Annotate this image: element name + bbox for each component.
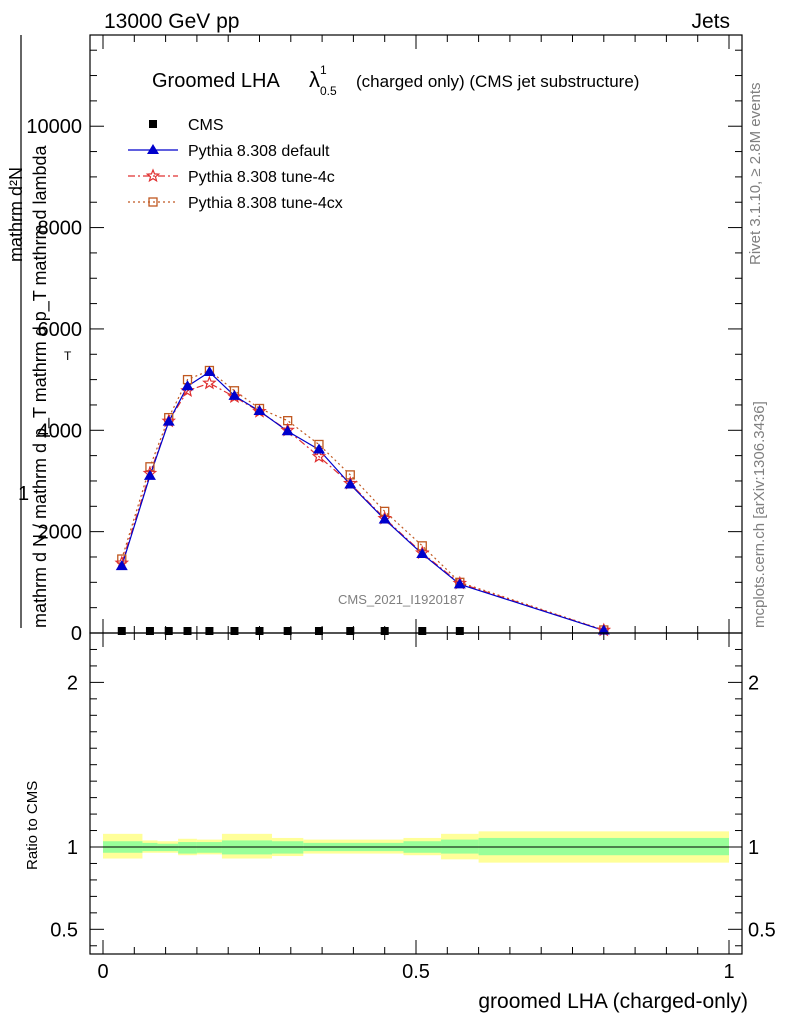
- ratio-plot: 0.5 0.5 1 1 2 2 0 0.5 1 Ratio to CMS groomed LHA…: [24, 632, 776, 1013]
- x-axis-label: groomed LHA (charged-only): [478, 990, 748, 1013]
- data-point-series-0: [455, 627, 464, 635]
- data-point-series-0: [380, 627, 389, 635]
- data-point-series-0: [164, 627, 173, 635]
- y-label-subscript: T: [64, 349, 72, 363]
- data-point-series-1: [203, 366, 216, 377]
- data-point-series-1: [253, 405, 266, 416]
- ratio-y-tick-label-right: 1: [748, 837, 759, 859]
- main-axes: 0 2000 4000 6000 8000 10000: [26, 35, 742, 645]
- ratio-y-tick-label: 1: [67, 837, 78, 859]
- x-tick-label: 1: [723, 961, 734, 983]
- y-tick-label: 8000: [38, 218, 83, 240]
- ratio-axes: 0.5 0.5 1 1 2 2 0 0.5 1: [50, 633, 776, 983]
- data-point-series-1: [162, 415, 175, 426]
- y-label-denominator: mathrm d N / mathrm d p_T mathrm d p_T m…: [30, 145, 51, 628]
- header-category-label: Jets: [691, 10, 730, 33]
- legend-label: Pythia 8.308 tune-4cx: [188, 195, 343, 212]
- data-point-series-0: [283, 627, 292, 635]
- data-point-series-0: [418, 627, 427, 635]
- main-y-axis-label: 1 mathrm d N / mathrm d p_T mathrm d p_T…: [6, 35, 72, 628]
- y-tick-label: 2000: [38, 522, 83, 544]
- legend-marker: [149, 120, 157, 128]
- data-point-series-1: [378, 513, 391, 524]
- main-plot: 0 2000 4000 6000 8000 10000 Groomed LHA λ 1 0…: [6, 34, 743, 645]
- data-point-series-0: [230, 627, 239, 635]
- plot-title: Groomed LHA λ 1 0.5 (charged only) (CMS …: [152, 63, 639, 98]
- data-point-series-2: [311, 448, 327, 463]
- x-tick-label: 0.5: [402, 961, 430, 983]
- y-tick-label: 0: [71, 623, 82, 645]
- data-point-series-0: [205, 627, 214, 635]
- analysis-watermark: CMS_2021_I1920187: [338, 592, 465, 607]
- y-tick-label: 10000: [26, 116, 82, 138]
- y-label-extra: mathrm d²N: [6, 167, 26, 262]
- legend-marker: [145, 168, 161, 183]
- data-point-series-1: [312, 443, 325, 454]
- title-lambda: λ: [309, 67, 320, 92]
- data-point-series-0: [117, 627, 126, 635]
- y-label-numerator: 1: [18, 483, 29, 505]
- ratio-plot-frame: [89, 632, 743, 955]
- data-point-series-1: [453, 578, 466, 589]
- ratio-y-tick-label-right: 0.5: [748, 919, 776, 941]
- data-point-series-0: [346, 627, 355, 635]
- ratio-y-tick-label: 2: [67, 672, 78, 694]
- data-point-series-1: [344, 478, 357, 489]
- legend: CMS Pythia 8.308 default Pythia 8.308 tune…: [128, 117, 343, 212]
- data-point-series-1: [597, 624, 610, 635]
- main-data-layer: [114, 365, 612, 637]
- ratio-y-tick-label: 0.5: [50, 919, 78, 941]
- ratio-y-tick-label-right: 2: [748, 672, 759, 694]
- legend-label: CMS: [188, 117, 224, 134]
- legend-marker: [148, 197, 158, 207]
- data-point-series-2: [202, 375, 217, 390]
- data-point-series-1: [228, 389, 241, 400]
- data-point-series-0: [255, 627, 264, 635]
- legend-marker: [147, 144, 159, 154]
- title-rest: (charged only) (CMS jet substructure): [356, 72, 639, 91]
- title-main: Groomed LHA: [152, 70, 280, 92]
- inner-uncertainty-band: [178, 842, 197, 854]
- ratio-y-axis-label: Ratio to CMS: [24, 781, 41, 870]
- legend-label: Pythia 8.308 tune-4c: [188, 169, 335, 186]
- data-point-series-1: [115, 560, 128, 571]
- data-point-series-0: [145, 627, 154, 635]
- data-point-series-0: [314, 627, 323, 635]
- ratio-uncertainty-bands: [103, 831, 729, 863]
- data-point-series-1: [416, 547, 429, 558]
- x-tick-label: 0: [97, 961, 108, 983]
- y-tick-label: 6000: [38, 319, 83, 341]
- data-point-series-1: [143, 469, 156, 480]
- data-point-series-0: [183, 627, 192, 635]
- mcplots-reference-label: mcplots.cern.ch [arXiv:1306.3436]: [751, 401, 768, 628]
- header-beam-label: 13000 GeV pp: [104, 10, 239, 33]
- rivet-version-label: Rivet 3.1.10, ≥ 2.8M events: [747, 83, 764, 266]
- data-point-series-1: [181, 380, 194, 391]
- data-point-series-1: [281, 425, 294, 436]
- title-superscript: 1: [320, 63, 327, 77]
- series-line-1: [121, 371, 604, 632]
- legend-label: Pythia 8.308 default: [188, 143, 330, 160]
- y-tick-label: 4000: [38, 420, 83, 442]
- series-line-3: [121, 369, 604, 631]
- title-subscript: 0.5: [320, 84, 337, 98]
